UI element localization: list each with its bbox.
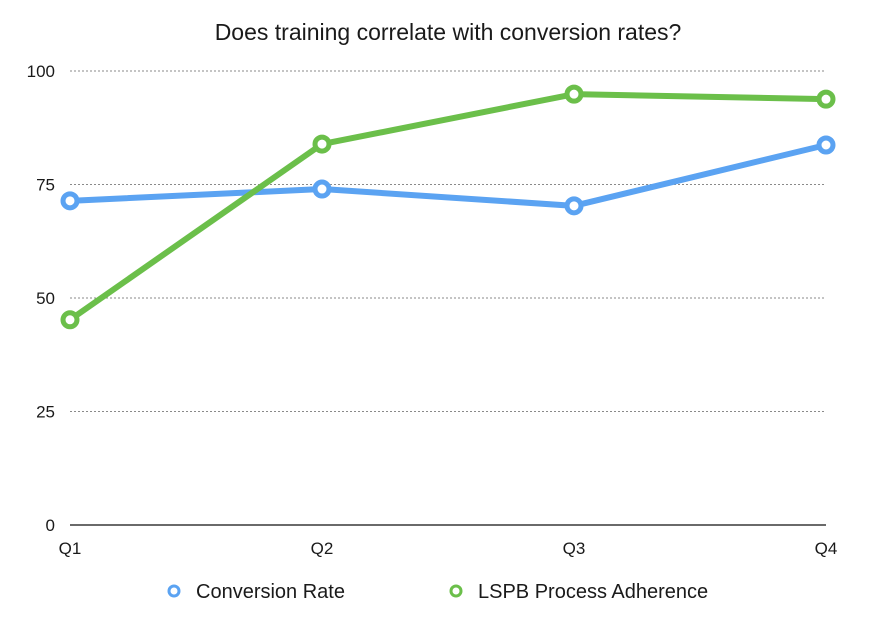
legend-item: LSPB Process Adherence <box>449 581 708 603</box>
series-line <box>67 91 829 323</box>
y-tick-label: 75 <box>36 176 55 195</box>
y-tick-label: 0 <box>46 516 55 535</box>
x-tick-label: Q1 <box>59 539 82 558</box>
legend-marker-icon <box>167 584 181 598</box>
data-point <box>564 84 584 104</box>
series-line <box>67 142 829 209</box>
x-axis: Q1 Q2 Q3 Q4 <box>59 539 838 558</box>
legend-item: Conversion Rate <box>167 581 345 603</box>
series-group <box>60 84 836 330</box>
x-tick-label: Q4 <box>815 539 838 558</box>
data-point <box>60 191 80 211</box>
data-point <box>60 310 80 330</box>
legend-marker-icon <box>449 584 463 598</box>
series-0 <box>60 135 836 216</box>
y-axis: 0 25 50 75 100 <box>27 62 55 535</box>
data-point <box>564 196 584 216</box>
x-tick-label: Q2 <box>311 539 334 558</box>
y-tick-label: 50 <box>36 289 55 308</box>
chart-title: Does training correlate with conversion … <box>215 19 682 45</box>
legend: Conversion Rate LSPB Process Adherence <box>167 581 708 603</box>
y-tick-label: 25 <box>36 403 55 422</box>
legend-label: Conversion Rate <box>196 581 345 603</box>
grid <box>70 70 826 526</box>
data-point <box>816 135 836 155</box>
x-tick-label: Q3 <box>563 539 586 558</box>
data-point <box>312 179 332 199</box>
series-1 <box>60 84 836 330</box>
data-point <box>312 134 332 154</box>
data-point <box>816 89 836 109</box>
y-tick-label: 100 <box>27 62 55 81</box>
legend-label: LSPB Process Adherence <box>478 581 708 603</box>
